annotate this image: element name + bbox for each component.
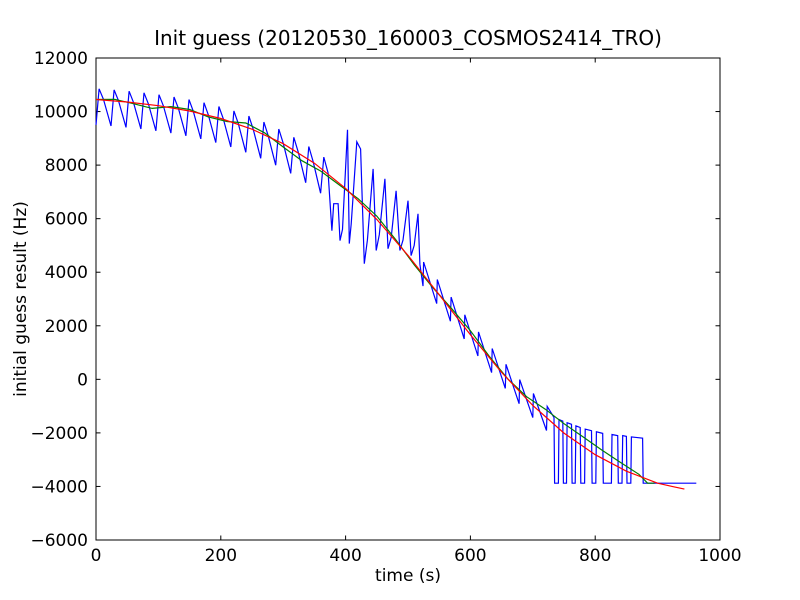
y-tick-label: 4000	[45, 263, 88, 283]
x-tick-label: 600	[454, 546, 486, 566]
y-tick-label: −6000	[30, 531, 88, 551]
y-tick-label: 12000	[34, 49, 88, 69]
y-tick-label: 2000	[45, 317, 88, 337]
x-tick-label: 400	[329, 546, 361, 566]
y-tick-label: 10000	[34, 103, 88, 123]
y-tick-label: −4000	[30, 477, 88, 497]
x-axis-label: time (s)	[375, 566, 441, 586]
y-tick-label: 0	[77, 370, 88, 390]
y-tick-label: 8000	[45, 156, 88, 176]
x-tick-label: 800	[579, 546, 611, 566]
series-green-smoothed-guess-line	[95, 98, 655, 484]
x-tick-label: 0	[91, 546, 102, 566]
series-red-model-fit-line	[95, 98, 685, 490]
chart-title: Init guess (20120530_160003_COSMOS2414_T…	[154, 26, 662, 50]
series-blue-raw-initial-guess-line	[95, 88, 697, 484]
y-tick-label: −2000	[30, 424, 88, 444]
y-axis-label: initial guess result (Hz)	[11, 201, 31, 397]
y-tick-label: 6000	[45, 210, 88, 230]
x-tick-label: 1000	[698, 546, 741, 566]
x-tick-label: 200	[205, 546, 237, 566]
